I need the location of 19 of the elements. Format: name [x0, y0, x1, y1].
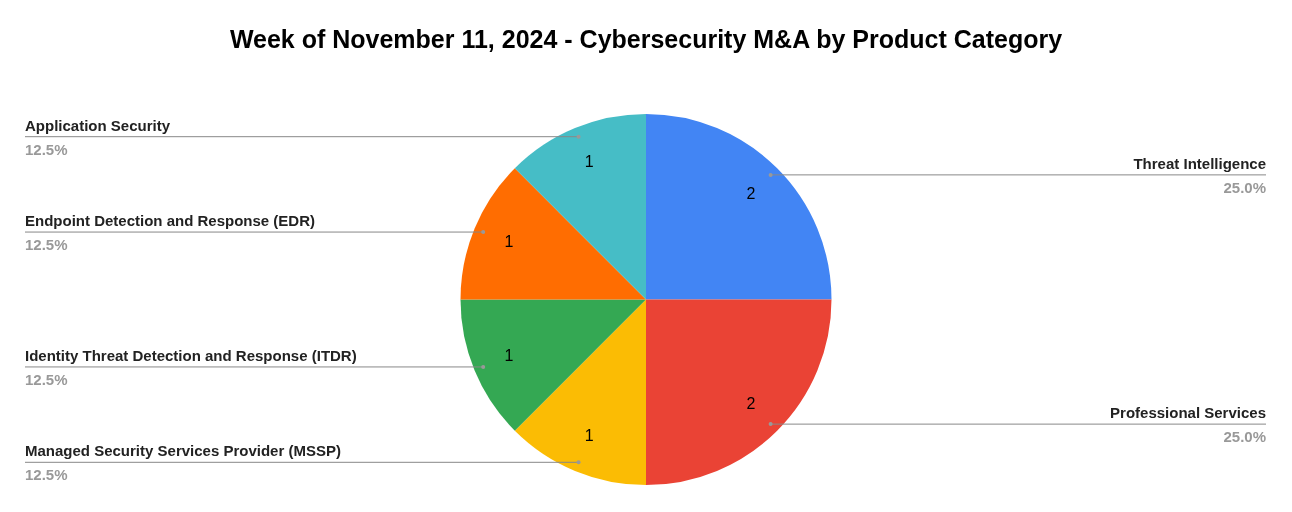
slice-label: Threat Intelligence	[1133, 154, 1266, 172]
text: 1	[504, 233, 514, 251]
text: 2	[746, 394, 756, 412]
text: 2	[746, 184, 756, 202]
data-label: 12.5%	[25, 370, 68, 388]
text: 1	[584, 427, 594, 445]
slice-label: Managed Security Services Provider (MSSP)	[25, 442, 341, 460]
text: 1	[584, 152, 594, 170]
slice-label: Endpoint Detection and Response (EDR)	[25, 212, 316, 230]
slice-label: Identity Threat Detection and Response (ITDR)	[25, 346, 357, 364]
data-label: 12.5%	[25, 236, 68, 254]
slice-label: Application Security	[25, 116, 171, 134]
data-label: 25.0%	[1223, 178, 1266, 196]
data-label: 12.5%	[25, 466, 68, 484]
text: 1	[504, 346, 514, 364]
chart-title: Week of November 11, 2024 - Cybersecurity M&A by Product Category	[229, 24, 1063, 53]
data-label: 12.5%	[25, 140, 68, 158]
data-label: 25.0%	[1223, 428, 1266, 446]
slice-label: Professional Services	[1110, 404, 1266, 422]
